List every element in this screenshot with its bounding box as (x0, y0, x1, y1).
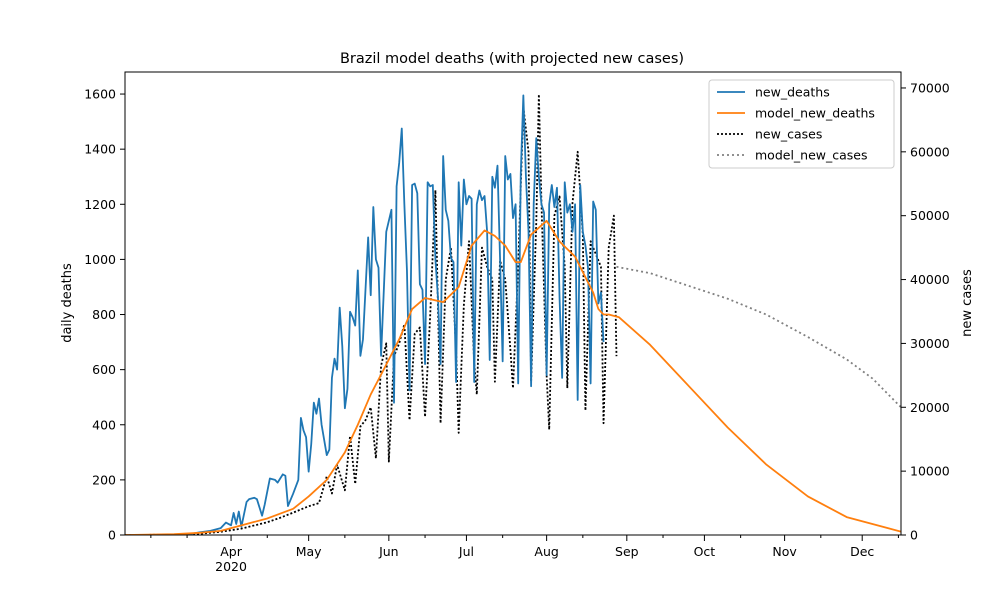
x-tick-label: Sep (615, 544, 639, 559)
x-tick-label: Nov (772, 544, 797, 559)
y-right-tick-label: 0 (910, 528, 918, 543)
y-right-tick-label: 70000 (910, 80, 950, 95)
y-axis-left-ticks: 0 200 400 600 800 1000 1200 1400 1600 (84, 87, 125, 543)
legend-box (708, 79, 895, 169)
y-right-tick-label: 60000 (910, 144, 950, 159)
y-axis-right-ticks: 0 10000 20000 30000 40000 50000 60000 70000 (901, 80, 950, 543)
series-line-model-new-cases (616, 265, 901, 408)
y-left-tick-label: 1000 (84, 252, 116, 267)
y-right-tick-label: 30000 (910, 336, 950, 351)
y-left-tick-label: 1400 (84, 142, 116, 157)
x-tick-label: Dec (850, 544, 874, 559)
x-tick-label: Oct (694, 544, 716, 559)
y-left-tick-label: 1200 (84, 197, 116, 212)
legend-label-model-new-cases: model_new_cases (755, 148, 868, 163)
series-line-new-deaths (125, 94, 605, 535)
y-left-tick-label: 1600 (84, 87, 116, 102)
y-left-tick-label: 600 (92, 362, 116, 377)
legend-label-model-new-deaths: model_new_deaths (755, 106, 875, 121)
y-right-tick-label: 10000 (910, 464, 950, 479)
legend-label-new-deaths: new_deaths (755, 85, 830, 100)
plot-frame (124, 71, 902, 536)
series-line-model-new-deaths (125, 219, 901, 535)
plot-lines (125, 93, 901, 535)
y-right-tick-label: 20000 (910, 400, 950, 415)
x-tick-label: Jul (458, 544, 474, 559)
y-left-tick-label: 200 (92, 472, 116, 487)
x-tick-label: Apr (220, 544, 242, 559)
series-line-new-cases (125, 93, 618, 535)
chart-title: Brazil model deaths (with projected new … (340, 51, 684, 67)
x-tick-sublabel: 2020 (215, 559, 247, 574)
legend-label-new-cases: new_cases (755, 127, 822, 142)
y-left-tick-label: 800 (92, 307, 116, 322)
x-tick-label: Jun (378, 544, 399, 559)
y-left-tick-label: 400 (92, 417, 116, 432)
x-tick-label: May (296, 544, 322, 559)
y-axis-left-label: daily deaths (60, 263, 75, 343)
y-axis-right-label: new cases (960, 269, 975, 337)
legend: new_deaths model_new_deaths new_casesmodel… (708, 79, 895, 169)
y-right-tick-label: 50000 (910, 208, 950, 223)
y-right-tick-label: 40000 (910, 272, 950, 287)
x-tick-label: Aug (534, 544, 558, 559)
y-left-tick-label: 0 (108, 528, 116, 543)
